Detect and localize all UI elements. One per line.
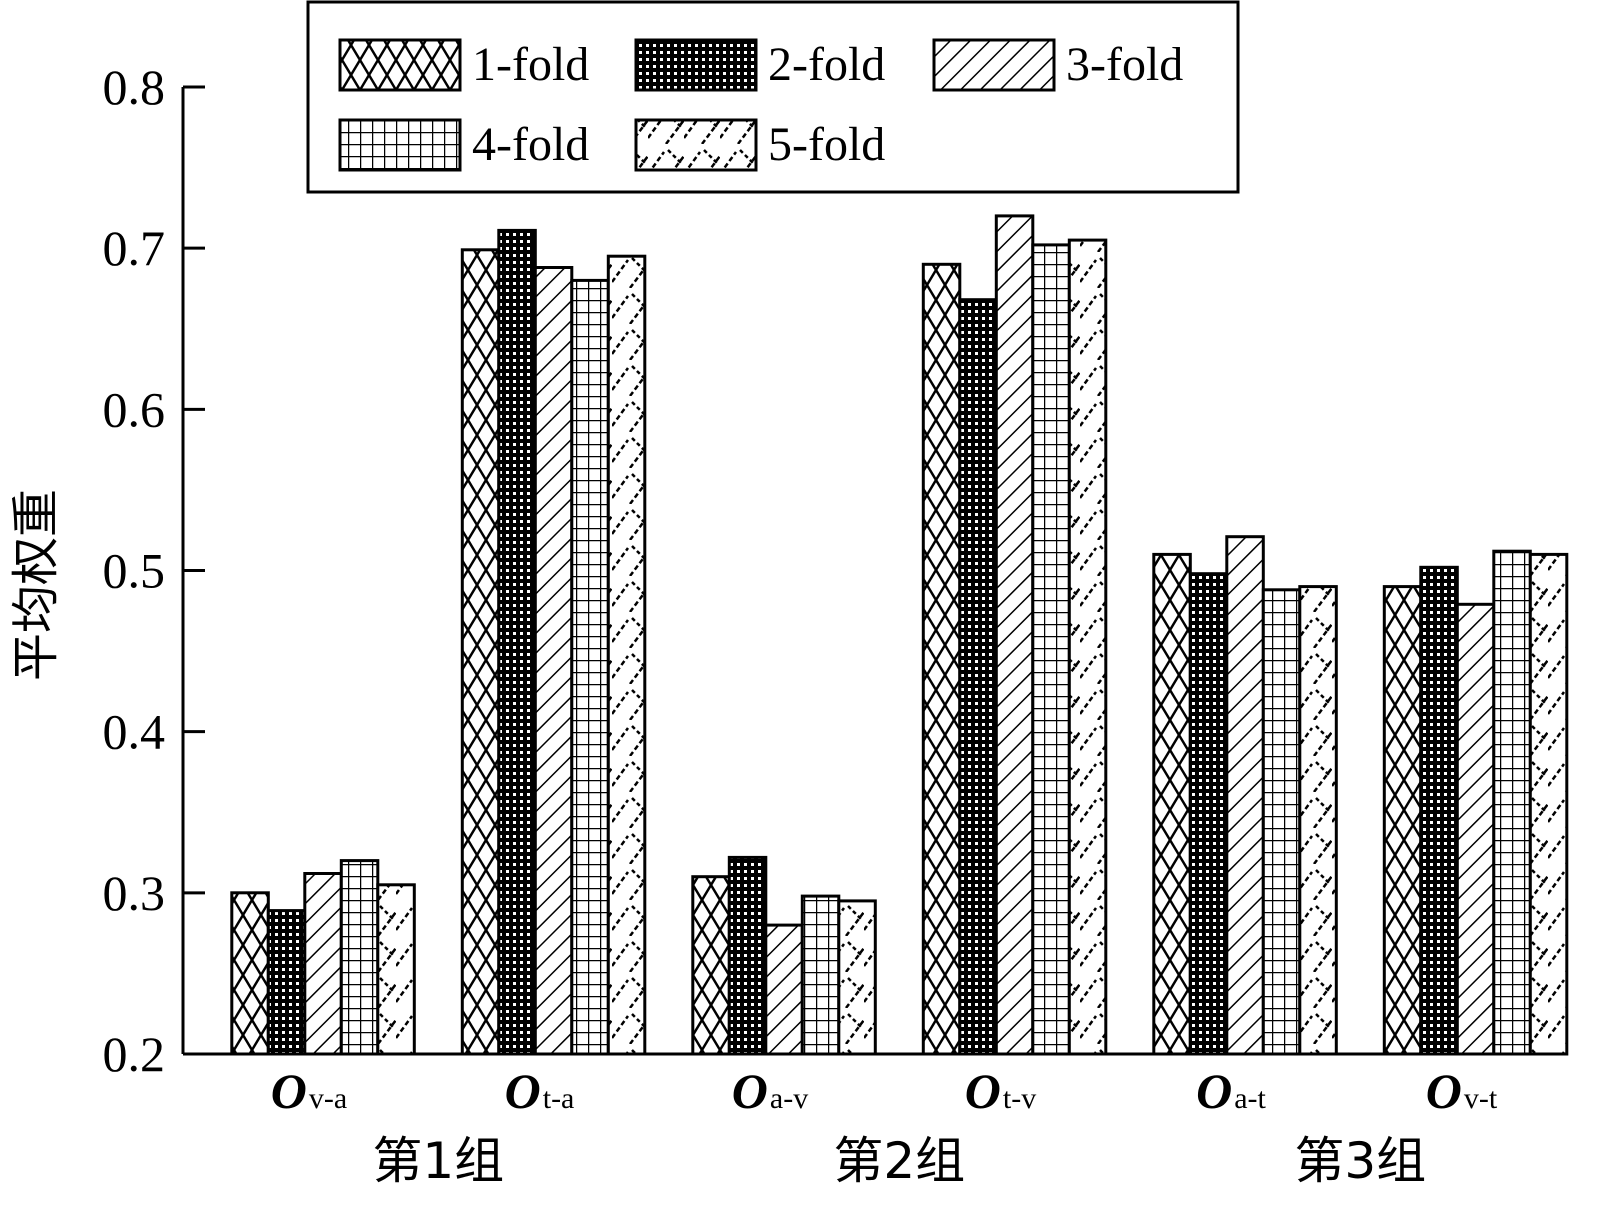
legend-label-2-fold: 2-fold [768,38,885,91]
legend-swatch-5-fold [634,118,758,172]
x-group-label: 第2组 [833,1132,965,1190]
legend-label-1-fold: 1-fold [472,38,589,91]
bar-3-fold-t-v [994,214,1035,1056]
bar-2-fold-t-a [497,228,537,1056]
x-category-label: Oa-v [732,1063,808,1119]
axes-layer [181,85,1566,1056]
y-tick-label: 0.5 [103,543,166,599]
y-tick-label: 0.7 [103,220,166,276]
y-tick-label: 0.4 [103,704,166,760]
bar-2-fold-v-a [266,909,307,1056]
bar-2-fold-a-v [727,855,768,1056]
bar-2-fold-a-t [1188,572,1229,1056]
bar-3-fold-a-t [1225,535,1265,1056]
bar-1-fold-t-v [921,262,962,1056]
y-tick-label: 0.2 [103,1026,166,1082]
bar-1-fold-t-a [460,248,501,1056]
y-tick-label: 0.3 [103,865,166,921]
bar-1-fold-v-a [230,891,270,1056]
legend-swatch-4-fold [338,118,462,172]
legend-swatch-1-fold [338,38,462,92]
bar-5-fold-a-v [837,899,877,1056]
bars-layer [230,214,1569,1056]
legend-label-5-fold: 5-fold [768,118,885,171]
bar-2-fold-v-t [1419,565,1459,1056]
bar-5-fold-t-a [606,254,647,1056]
x-group-label: 第3组 [1294,1132,1426,1190]
y-axis-title: 平均权重 [8,489,64,681]
bar-1-fold-v-t [1382,585,1423,1056]
bar-4-fold-a-t [1261,588,1302,1056]
labels-layer: 0.2 0.3 0.4 0.5 0.6 0.7 0.8 平均权重 Ov-a Ot-a Oa-v Ot-… [8,59,1498,1190]
bar-2-fold-t-v [958,298,998,1056]
bar-5-fold-t-v [1067,238,1108,1056]
legend: 1-fold 2-fold 3-fold 4-fold 5-fold [306,0,1240,194]
bar-5-fold-v-t [1528,552,1569,1056]
x-category-label: Ov-t [1426,1063,1498,1119]
bar-3-fold-t-a [533,266,574,1056]
y-tick-label: 0.6 [103,381,166,437]
bar-3-fold-a-v [764,923,804,1056]
x-category-label: Ot-a [505,1063,575,1119]
x-category-label: Oa-t [1196,1063,1266,1119]
legend-box [306,0,1240,194]
bar-5-fold-v-a [376,883,416,1056]
bar-1-fold-a-t [1152,552,1192,1056]
y-tick-label: 0.8 [103,59,166,115]
bar-4-fold-t-a [570,278,610,1056]
x-group-label: 第1组 [372,1132,504,1190]
bar-1-fold-a-v [691,875,731,1056]
x-category-label: Ot-v [965,1063,1036,1119]
legend-label-3-fold: 3-fold [1066,38,1183,91]
bar-5-fold-a-t [1298,585,1338,1056]
bar-4-fold-t-v [1031,243,1071,1056]
legend-swatch-2-fold [634,38,758,92]
bar-4-fold-v-a [339,859,380,1056]
bar-4-fold-a-v [800,894,841,1056]
legend-label-4-fold: 4-fold [472,118,589,171]
legend-swatch-3-fold [932,38,1056,92]
bar-3-fold-v-t [1455,602,1496,1056]
x-category-label: Ov-a [271,1063,347,1119]
bar-3-fold-v-a [303,872,343,1056]
bar-4-fold-v-t [1492,549,1532,1056]
